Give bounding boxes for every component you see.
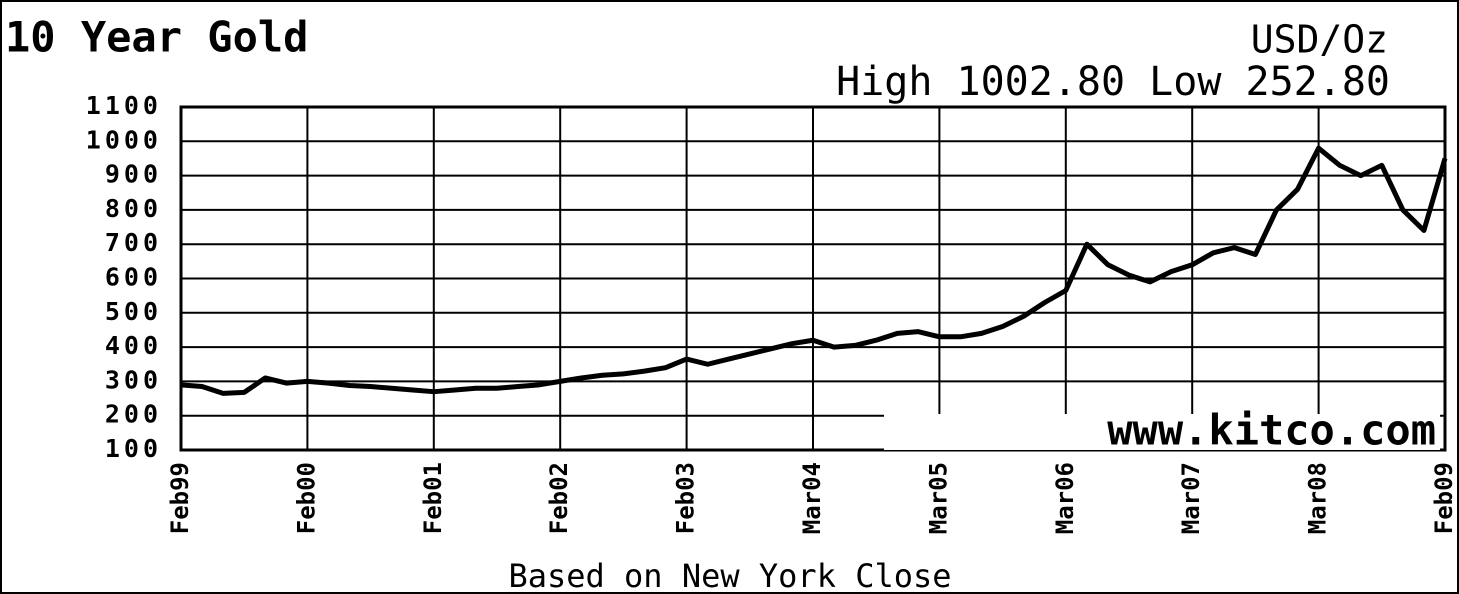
x-tick-label: Feb03 xyxy=(672,462,700,534)
x-tick-label: Feb09 xyxy=(1430,462,1458,534)
y-tick-label: 900 xyxy=(105,160,162,189)
x-tick-label: Feb99 xyxy=(166,462,194,534)
x-tick-label: Feb02 xyxy=(545,462,573,534)
x-tick-label: Mar04 xyxy=(798,462,826,534)
x-tick-label: Mar06 xyxy=(1051,462,1079,534)
y-tick-label: 100 xyxy=(105,434,162,463)
y-tick-label: 1000 xyxy=(86,125,162,154)
x-tick-label: Mar05 xyxy=(924,462,952,534)
y-tick-label: 1100 xyxy=(86,91,162,120)
unit-label: USD/Oz xyxy=(1251,18,1388,62)
chart-title: 10 Year Gold xyxy=(5,13,308,62)
x-tick-label: Mar08 xyxy=(1304,462,1332,534)
y-tick-label: 500 xyxy=(105,297,162,326)
watermark: www.kitco.com xyxy=(1107,406,1436,455)
y-tick-label: 300 xyxy=(105,365,162,394)
y-tick-label: 400 xyxy=(105,331,162,360)
price-line xyxy=(180,145,1448,396)
y-tick-label: 700 xyxy=(105,228,162,257)
x-tick-label: Feb01 xyxy=(419,462,447,534)
x-tick-label: Feb00 xyxy=(292,462,320,534)
y-tick-label: 600 xyxy=(105,263,162,292)
y-tick-label: 200 xyxy=(105,400,162,429)
y-tick-label: 800 xyxy=(105,194,162,223)
x-tick-label: Mar07 xyxy=(1177,462,1205,534)
high-low-annotation: High 1002.80 Low 252.80 xyxy=(836,59,1390,105)
watermark-bg xyxy=(884,414,1440,450)
x-axis-label: Based on New York Close xyxy=(508,557,951,594)
